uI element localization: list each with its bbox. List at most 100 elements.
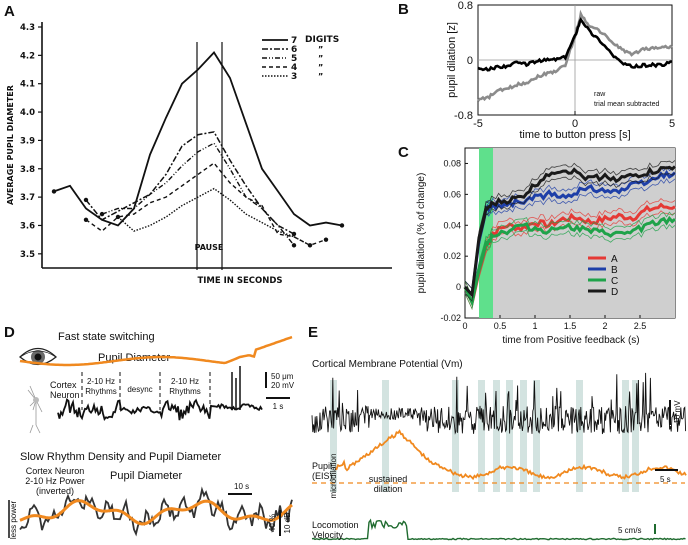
c-x-tick-label: 2: [602, 321, 607, 331]
c-y-tick-label: 0.02: [443, 251, 461, 261]
d-pupil-label-bottom: Pupil Diameter: [110, 470, 182, 482]
a-y-tick-label: 3.5: [20, 250, 35, 260]
c-feedback-band: [479, 148, 493, 318]
c-y-label: pupil dilation (% of change): [416, 173, 427, 294]
c-ticks: 0 0.5 1 1.5 2 2.50.080.060.040.020-0.02: [440, 158, 646, 331]
d-membrane-trace: [57, 398, 263, 421]
e-scale-mv: 10 mV: [673, 400, 682, 424]
a-y-tick-label: 3.8: [20, 165, 35, 175]
b-x-tick-label: 0: [572, 118, 578, 130]
b-x-tick-label: 5: [669, 118, 675, 130]
a-y-tick-label: 3.9: [20, 136, 35, 146]
d-pupil-trace-bottom: [19, 499, 293, 526]
a-series-line-7: [53, 51, 343, 227]
c-y-tick-label: 0.06: [443, 189, 461, 199]
d-seg2: desync: [127, 385, 152, 394]
e-microdilation: microdilation: [329, 454, 338, 499]
e-band: [533, 380, 540, 492]
a-series-endpoint: [99, 211, 105, 217]
panel-d: Fast state switching Pupil Diameter Cort…: [8, 331, 295, 540]
d-title-top: Fast state switching: [58, 331, 155, 343]
e-highlight-bands: [330, 380, 639, 492]
e-band: [520, 380, 527, 492]
a-series-endpoint: [291, 231, 297, 237]
d-neuron-label-2: Neuron: [50, 390, 80, 400]
a-series-endpoint: [307, 243, 313, 248]
e-band: [330, 380, 337, 492]
a-series-group: [51, 51, 345, 248]
d-pupil-trace: [19, 335, 293, 367]
panel-c-chart: 0 0.5 1 1.5 2 2.50.080.060.040.020-0.02 ABCD …: [416, 147, 676, 346]
e-band: [382, 380, 389, 492]
e-band: [506, 380, 513, 492]
b-series-line: [477, 17, 673, 72]
d-scale-10s-label: 10 s: [234, 482, 249, 491]
a-series-endpoint: [51, 189, 57, 194]
b-y-tick-label: 0: [467, 55, 473, 67]
a-y-ticks: 4.3 4.2 4.1 4.0 3.9 3.8 3.7 3.6 3.5: [20, 23, 42, 260]
a-legend-label-3: 3: [291, 72, 297, 82]
b-legend-subtracted: trial mean subtracted: [594, 101, 659, 108]
d-seg3-line1: 2-10 Hz: [171, 377, 199, 386]
a-legend-ditto: ”: [318, 45, 323, 54]
e-band: [478, 380, 485, 492]
a-series-line-5: [101, 142, 295, 246]
a-series-line-3: [117, 187, 311, 246]
b-y-tick-label: 0.8: [458, 0, 473, 12]
c-y-tick-label: 0: [456, 282, 461, 292]
panel-b-chart: -5 0 5 0.8 0 -0.8 raw trial mean subtracted t…: [446, 0, 675, 141]
panel-label-e: E: [308, 324, 318, 341]
c-legend-label-B: B: [611, 265, 618, 276]
a-legend: 76 ” 5 ” 4 ” 3 ”: [262, 36, 323, 82]
d-power-label-3: (inverted): [36, 486, 74, 496]
a-legend-title: DIGITS: [305, 35, 339, 45]
a-series-line-4: [85, 162, 327, 247]
c-series-line-D: [463, 165, 676, 299]
e-pupil-label-2: (EIS): [312, 471, 333, 481]
d-seg1-line1: 2-10 Hz: [87, 377, 115, 386]
panel-label-a: A: [4, 3, 15, 20]
d-seg1-line2: Rhythms: [85, 387, 117, 396]
d-neuron-label-1: Cortex: [50, 380, 77, 390]
a-y-tick-label: 3.7: [20, 193, 35, 203]
c-x-tick-label: 2.5: [634, 321, 647, 331]
d-title-bottom: Slow Rhythm Density and Pupil Diameter: [20, 451, 221, 463]
a-y-tick-label: 4.1: [20, 80, 35, 90]
a-y-label: AVERAGE PUPIL DIAMETER: [6, 85, 15, 205]
e-sustained-1: sustained: [369, 474, 408, 484]
a-series-line-6: [85, 131, 295, 235]
e-vm-trace: [311, 372, 687, 435]
a-legend-label-6: 6: [291, 45, 297, 55]
c-x-label: time from Positive feedback (s): [502, 335, 639, 346]
d-scale-time: 1 s: [273, 402, 284, 411]
c-y-tick-label: -0.02: [440, 313, 461, 323]
a-x-label: TIME IN SECONDS: [197, 276, 282, 286]
a-series-endpoint: [83, 217, 89, 222]
e-title: Cortical Membrane Potential (Vm): [312, 359, 463, 370]
e-scale-cms: 5 cm/s: [618, 526, 642, 535]
b-x-tick-label: -5: [473, 118, 483, 130]
a-legend-label-7: 7: [291, 36, 297, 46]
a-series-endpoint: [83, 197, 89, 203]
d-scale-db: 10 dB: [283, 513, 292, 534]
d-scale-mv: 20 mV: [271, 381, 295, 390]
d-less-power: less power: [9, 501, 18, 540]
c-x-tick-label: 0: [462, 321, 467, 331]
e-band: [576, 380, 583, 492]
c-x-tick-label: 0.5: [494, 321, 507, 331]
panel-label-c: C: [398, 144, 409, 161]
d-power-label-1: Cortex Neuron: [26, 466, 85, 476]
e-scale-5s: 5 s: [660, 475, 671, 484]
e-pupil-trace: [334, 429, 687, 481]
a-y-tick-label: 4.2: [20, 51, 35, 61]
d-scale-pct: 40 %: [268, 514, 277, 532]
neuron-icon: [27, 385, 43, 434]
b-x-label: time to button press [s]: [519, 129, 630, 141]
panel-a-chart: 4.3 4.2 4.1 4.0 3.9 3.8 3.7 3.6 3.5 TIME IN SECO…: [6, 22, 392, 286]
b-series-group: [476, 9, 673, 102]
c-legend-label-D: D: [611, 287, 618, 298]
panel-label-b: B: [398, 1, 409, 18]
c-x-tick-label: 1.5: [564, 321, 577, 331]
